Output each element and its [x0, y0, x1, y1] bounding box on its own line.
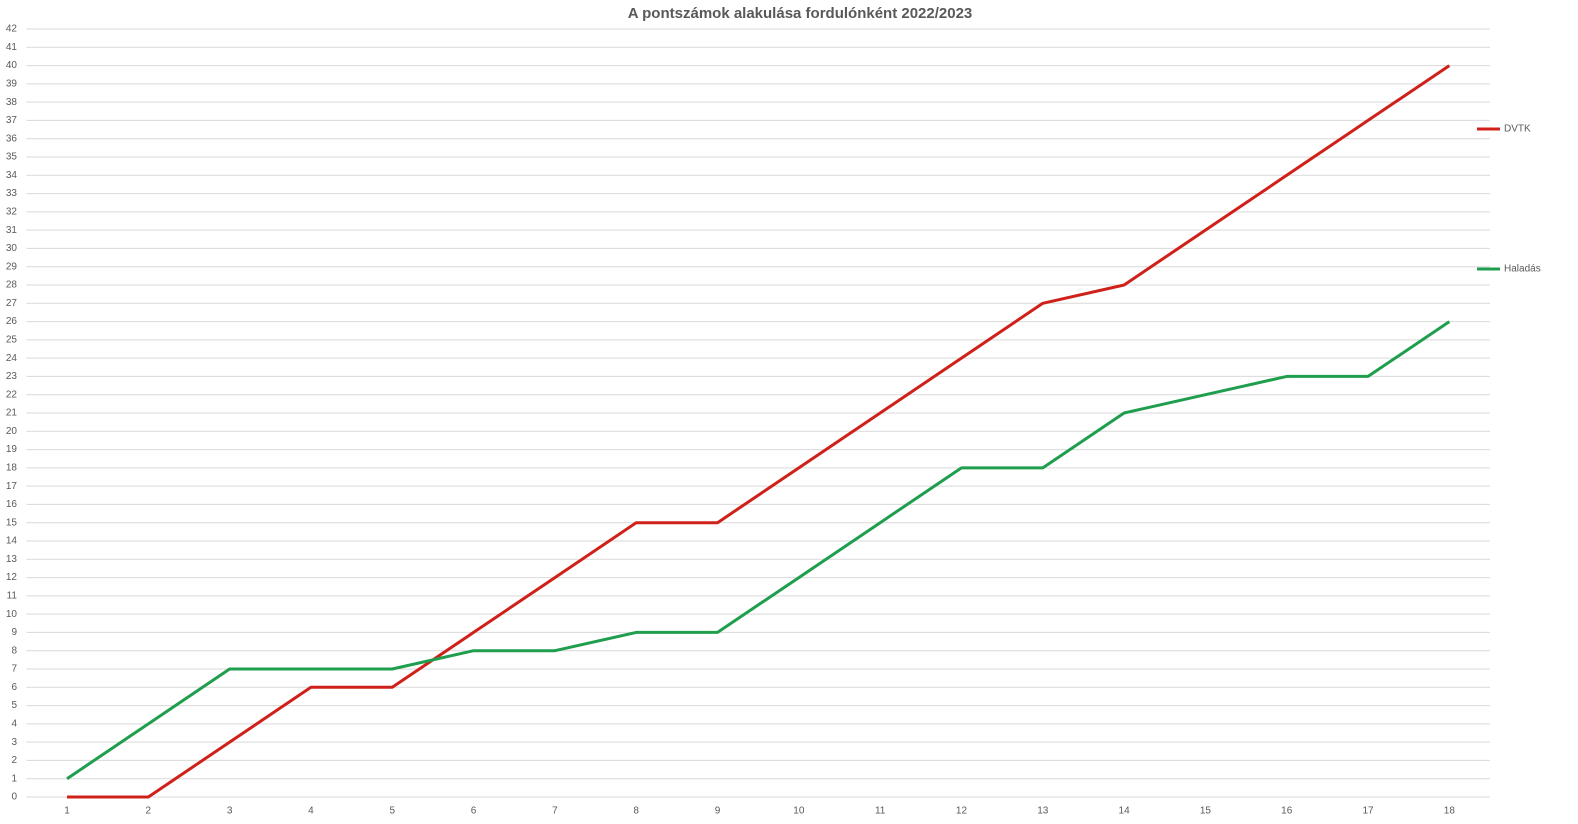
y-tick-label: 14 — [6, 536, 18, 547]
y-tick-label: 20 — [6, 426, 18, 437]
y-tick-label: 29 — [6, 261, 18, 272]
y-tick-label: 34 — [6, 170, 18, 181]
x-tick-label: 6 — [471, 806, 477, 817]
y-tick-label: 19 — [6, 444, 18, 455]
y-tick-label: 11 — [7, 590, 18, 601]
y-tick-label: 38 — [6, 97, 18, 108]
legend-label: Haladás — [1504, 264, 1541, 275]
y-tick-label: 9 — [11, 627, 17, 638]
series-line — [67, 64, 1451, 799]
y-tick-label: 26 — [6, 316, 18, 327]
y-tick-label: 7 — [11, 664, 17, 675]
x-tick-label: 9 — [715, 806, 721, 817]
x-tick-label: 18 — [1444, 806, 1456, 817]
y-tick-label: 28 — [6, 280, 18, 291]
x-tick-label: 2 — [146, 806, 152, 817]
y-tick-label: 10 — [6, 609, 18, 620]
series-line — [66, 320, 1451, 780]
y-tick-label: 33 — [6, 188, 18, 199]
x-tick-label: 17 — [1362, 806, 1374, 817]
y-tick-label: 3 — [11, 737, 17, 748]
x-tick-label: 16 — [1281, 806, 1293, 817]
y-tick-label: 12 — [6, 572, 18, 583]
x-tick-label: 14 — [1119, 806, 1131, 817]
y-tick-label: 24 — [6, 353, 18, 364]
y-tick-label: 37 — [6, 115, 18, 126]
x-tick-label: 7 — [552, 806, 558, 817]
y-tick-label: 2 — [11, 755, 17, 766]
y-tick-label: 0 — [11, 792, 17, 803]
legend-label: DVTK — [1504, 124, 1531, 135]
y-tick-label: 18 — [6, 462, 18, 473]
y-tick-label: 13 — [6, 554, 18, 565]
chart-title: A pontszámok alakulása fordulónként 2022… — [628, 5, 973, 22]
y-tick-label: 1 — [11, 773, 17, 784]
y-tick-label: 15 — [6, 517, 18, 528]
y-tick-label: 25 — [6, 334, 18, 345]
y-tick-label: 31 — [6, 225, 18, 236]
y-tick-label: 42 — [6, 24, 18, 35]
y-tick-label: 27 — [6, 298, 18, 309]
x-tick-label: 8 — [633, 806, 639, 817]
y-tick-label: 23 — [6, 371, 18, 382]
y-tick-label: 30 — [6, 243, 18, 254]
y-tick-label: 16 — [6, 499, 18, 510]
y-tick-label: 22 — [6, 389, 18, 400]
x-tick-label: 12 — [956, 806, 968, 817]
y-tick-label: 32 — [6, 206, 18, 217]
y-tick-label: 40 — [6, 60, 18, 71]
x-tick-label: 15 — [1200, 806, 1212, 817]
x-tick-label: 4 — [308, 806, 314, 817]
y-tick-label: 6 — [11, 682, 17, 693]
x-tick-label: 13 — [1037, 806, 1049, 817]
y-tick-label: 8 — [11, 645, 17, 656]
y-tick-label: 39 — [6, 78, 18, 89]
x-tick-label: 10 — [793, 806, 805, 817]
y-tick-label: 36 — [6, 133, 18, 144]
x-tick-label: 5 — [389, 806, 395, 817]
x-tick-label: 1 — [64, 806, 70, 817]
x-tick-label: 3 — [227, 806, 233, 817]
x-tick-label: 11 — [875, 806, 886, 817]
y-tick-label: 35 — [6, 152, 18, 163]
y-tick-label: 4 — [11, 718, 17, 729]
y-tick-label: 17 — [6, 481, 18, 492]
y-tick-label: 5 — [11, 700, 17, 711]
y-tick-label: 41 — [6, 42, 18, 53]
y-tick-label: 21 — [6, 408, 18, 419]
